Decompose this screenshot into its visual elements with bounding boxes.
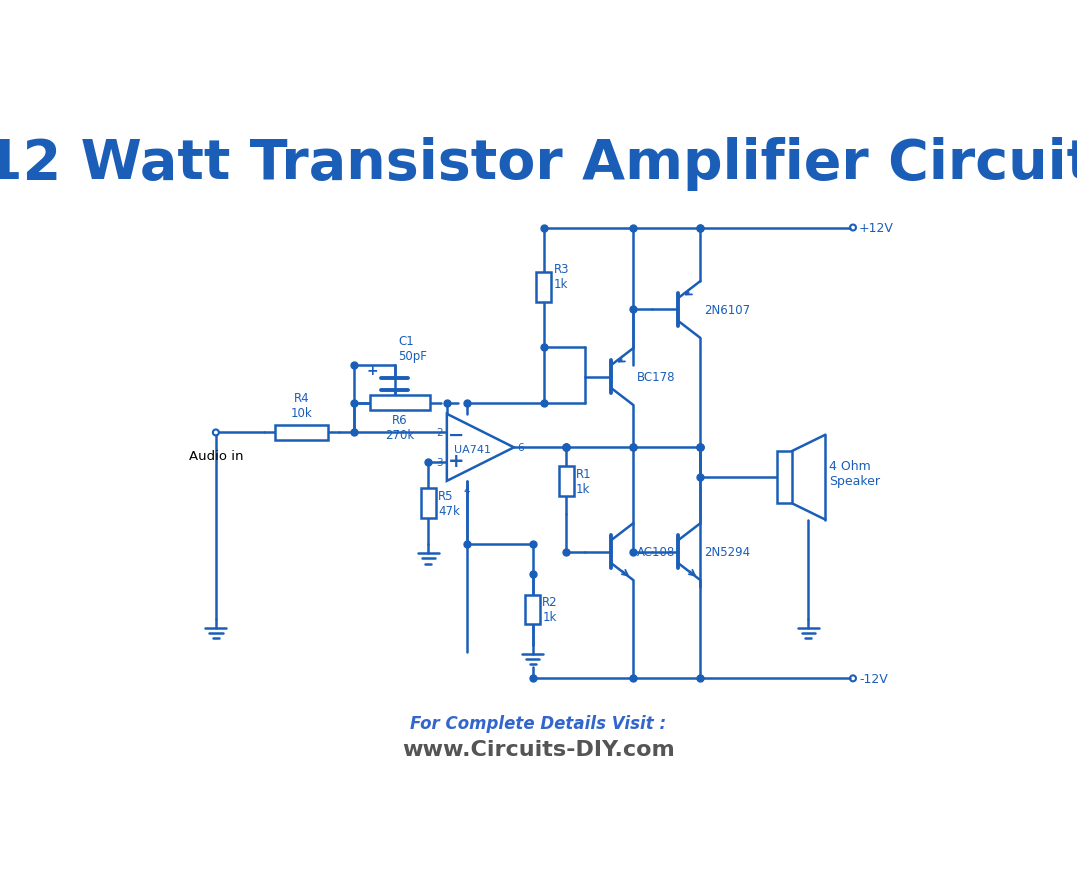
Text: For Complete Details Visit :: For Complete Details Visit : <box>410 714 667 732</box>
Text: 3: 3 <box>436 458 443 468</box>
Bar <box>370 396 430 410</box>
Bar <box>421 489 436 518</box>
Text: R1
1k: R1 1k <box>576 467 591 495</box>
Text: 2N6107: 2N6107 <box>704 304 750 316</box>
Text: R2
1k: R2 1k <box>542 595 558 624</box>
Bar <box>276 425 327 440</box>
Bar <box>536 273 551 303</box>
Text: AC108: AC108 <box>637 546 675 558</box>
Text: R5
47k: R5 47k <box>438 490 460 517</box>
Text: -12V: -12V <box>859 672 887 685</box>
Text: +12V: +12V <box>859 222 894 235</box>
Text: C1
50pF: C1 50pF <box>398 334 428 362</box>
Text: +: + <box>448 452 465 470</box>
Bar <box>526 595 540 625</box>
Text: 6: 6 <box>517 443 523 453</box>
Text: −: − <box>448 425 465 444</box>
Text: 12 Watt Transistor Amplifier Circuit: 12 Watt Transistor Amplifier Circuit <box>0 136 1077 190</box>
Text: 2N5294: 2N5294 <box>704 546 750 558</box>
Text: 7: 7 <box>464 400 471 410</box>
Text: 4: 4 <box>464 485 471 495</box>
Text: 2: 2 <box>436 428 443 438</box>
Text: R3
1k: R3 1k <box>554 262 569 291</box>
Bar <box>559 466 574 496</box>
Text: UA741: UA741 <box>454 445 491 455</box>
Text: R4
10k: R4 10k <box>291 392 312 420</box>
Text: R6
270k: R6 270k <box>386 414 415 441</box>
Text: BC178: BC178 <box>637 370 675 384</box>
Text: Audio in: Audio in <box>188 449 243 462</box>
Polygon shape <box>447 415 514 481</box>
Text: +: + <box>366 363 378 377</box>
Bar <box>777 452 792 503</box>
Text: 4 Ohm
Speaker: 4 Ohm Speaker <box>829 460 880 488</box>
Text: www.Circuits-DIY.com: www.Circuits-DIY.com <box>402 739 675 759</box>
